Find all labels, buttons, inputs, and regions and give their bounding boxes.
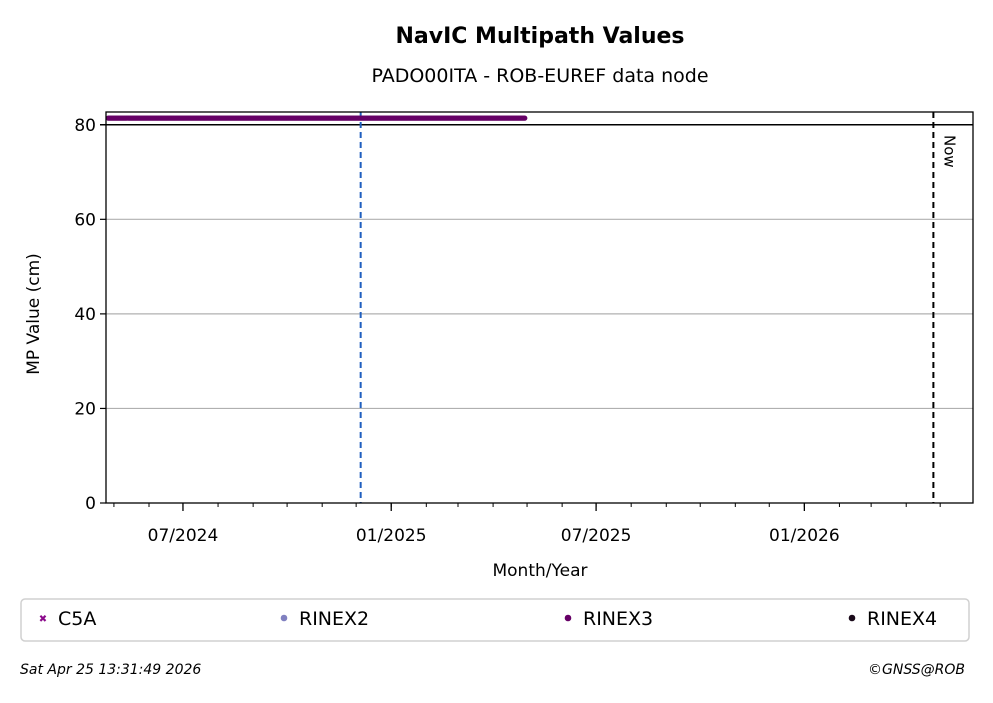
y-tick-label: 60 bbox=[74, 210, 96, 230]
legend-box bbox=[20, 598, 970, 642]
legend: ✖ C5A RINEX2 RINEX3 RINEX4 bbox=[39, 608, 937, 630]
legend-marker-x: ✖ bbox=[39, 614, 47, 625]
chart-title: NavIC Multipath Values bbox=[395, 24, 684, 49]
y-tick-label: 40 bbox=[74, 305, 96, 325]
footer-timestamp: Sat Apr 25 13:31:49 2026 bbox=[20, 662, 201, 678]
legend-label-rinex4: RINEX4 bbox=[867, 608, 937, 630]
legend-label-rinex3: RINEX3 bbox=[583, 608, 653, 630]
plot-frame bbox=[105, 111, 974, 504]
data-points bbox=[105, 115, 528, 121]
footer-credit: ©GNSS@ROB bbox=[868, 662, 965, 678]
x-tick-label: 01/2025 bbox=[356, 526, 427, 546]
data-point-rinex3 bbox=[522, 115, 528, 121]
y-tick-label: 0 bbox=[85, 494, 96, 514]
grid bbox=[106, 218, 973, 410]
legend-marker-rinex2 bbox=[280, 614, 288, 622]
now-label: Now bbox=[940, 135, 958, 168]
legend-marker-rinex4 bbox=[848, 614, 856, 622]
x-axis-label: Month/Year bbox=[492, 561, 587, 581]
x-tick-label: 01/2026 bbox=[769, 526, 840, 546]
legend-marker-rinex3 bbox=[564, 614, 572, 622]
legend-label-c5a: C5A bbox=[58, 608, 96, 630]
chart-subtitle: PADO00ITA - ROB-EUREF data node bbox=[371, 65, 708, 87]
y-tick-label: 20 bbox=[74, 399, 96, 419]
y-axis-label: MP Value (cm) bbox=[24, 253, 44, 375]
reference-lines: Now bbox=[100, 112, 973, 503]
axes: 0 20 40 60 80 07/2024 01/2025 07/2025 01/2026 bbox=[74, 116, 941, 546]
x-tick-label: 07/2024 bbox=[148, 526, 219, 546]
y-tick-label: 80 bbox=[74, 116, 96, 136]
legend-label-rinex2: RINEX2 bbox=[299, 608, 369, 630]
x-tick-label: 07/2025 bbox=[561, 526, 632, 546]
